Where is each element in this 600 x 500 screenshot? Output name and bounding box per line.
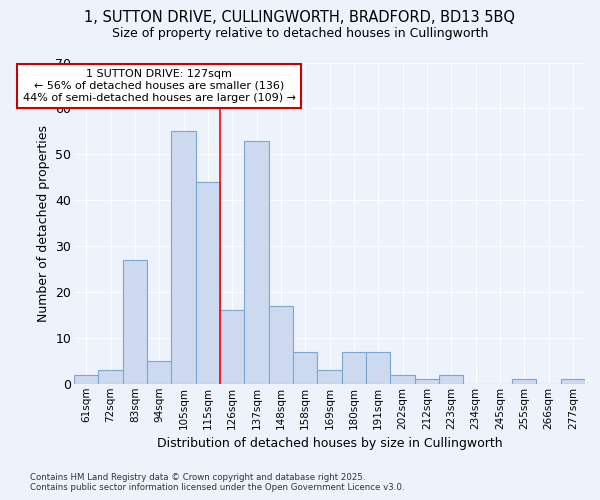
Text: Size of property relative to detached houses in Cullingworth: Size of property relative to detached ho… <box>112 28 488 40</box>
Bar <box>415 379 439 384</box>
Bar <box>439 374 463 384</box>
Bar <box>172 132 196 384</box>
Text: Contains HM Land Registry data © Crown copyright and database right 2025.
Contai: Contains HM Land Registry data © Crown c… <box>30 473 404 492</box>
X-axis label: Distribution of detached houses by size in Cullingworth: Distribution of detached houses by size … <box>157 437 502 450</box>
Bar <box>147 361 172 384</box>
Bar <box>196 182 220 384</box>
Bar <box>98 370 122 384</box>
Bar <box>122 260 147 384</box>
Bar <box>341 352 366 384</box>
Y-axis label: Number of detached properties: Number of detached properties <box>37 124 50 322</box>
Text: 1, SUTTON DRIVE, CULLINGWORTH, BRADFORD, BD13 5BQ: 1, SUTTON DRIVE, CULLINGWORTH, BRADFORD,… <box>85 10 515 25</box>
Bar <box>512 379 536 384</box>
Bar <box>220 310 244 384</box>
Bar <box>317 370 341 384</box>
Bar <box>366 352 391 384</box>
Bar <box>293 352 317 384</box>
Bar <box>560 379 585 384</box>
Text: 1 SUTTON DRIVE: 127sqm
← 56% of detached houses are smaller (136)
44% of semi-de: 1 SUTTON DRIVE: 127sqm ← 56% of detached… <box>23 70 296 102</box>
Bar <box>74 374 98 384</box>
Bar <box>391 374 415 384</box>
Bar <box>244 140 269 384</box>
Bar <box>269 306 293 384</box>
